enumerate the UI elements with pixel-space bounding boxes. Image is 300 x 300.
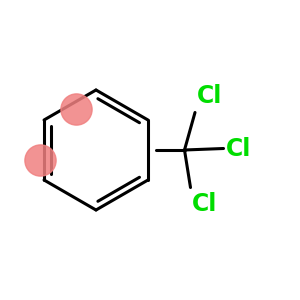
Text: Cl: Cl [196,84,222,108]
Text: Cl: Cl [192,192,218,216]
Text: Cl: Cl [226,136,251,160]
Circle shape [25,145,56,176]
Circle shape [61,94,92,125]
